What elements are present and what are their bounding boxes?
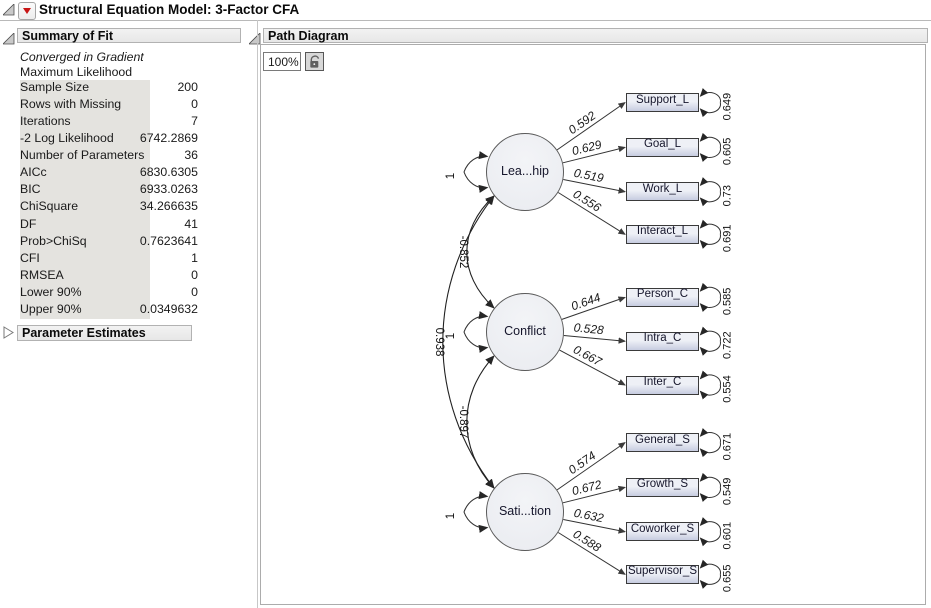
svg-text:-0.897: -0.897 (457, 406, 469, 439)
svg-text:0.938: 0.938 (433, 328, 445, 357)
svg-text:0.691: 0.691 (721, 225, 733, 253)
svg-text:0.605: 0.605 (721, 138, 733, 166)
svg-text:1: 1 (445, 513, 457, 519)
svg-text:1: 1 (445, 173, 457, 179)
svg-text:0.655: 0.655 (721, 565, 733, 593)
svg-text:0.722: 0.722 (721, 331, 733, 359)
svg-text:0.629: 0.629 (570, 137, 603, 158)
svg-text:0.649: 0.649 (721, 93, 733, 121)
svg-text:0.73: 0.73 (721, 185, 733, 206)
svg-text:0.549: 0.549 (721, 478, 733, 506)
svg-text:0.528: 0.528 (573, 320, 605, 337)
svg-text:1: 1 (445, 333, 457, 339)
svg-text:0.585: 0.585 (721, 288, 733, 316)
svg-text:0.601: 0.601 (721, 522, 733, 550)
svg-text:0.671: 0.671 (721, 433, 733, 461)
svg-text:0.644: 0.644 (569, 290, 602, 313)
svg-text:0.672: 0.672 (570, 477, 603, 498)
svg-text:0.554: 0.554 (721, 375, 733, 403)
svg-text:-0.852: -0.852 (457, 236, 469, 269)
